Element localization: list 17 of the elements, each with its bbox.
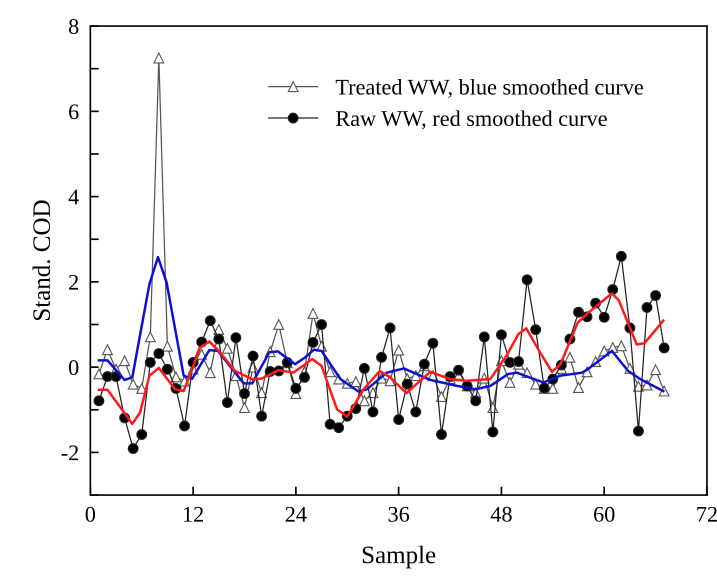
x-tick-label: 24 <box>286 506 307 522</box>
y-tick-label: 0 <box>68 360 78 376</box>
y-tick-label: 2 <box>69 274 78 290</box>
x-tick-label: 72 <box>697 506 717 522</box>
x-tick-label: 36 <box>388 506 410 522</box>
x-tick-label: 60 <box>594 506 614 522</box>
y-axis-title: Stand. COD <box>32 200 50 320</box>
legend-label: Raw WW, red smoothed curve <box>336 110 607 130</box>
y-tick-label: 4 <box>68 190 79 204</box>
x-tick-label: 48 <box>490 506 512 522</box>
x-tick-label: 0 <box>86 506 96 522</box>
legend-label: Treated WW, blue smoothed curve <box>336 79 644 98</box>
x-axis-title: Sample <box>362 546 436 568</box>
y-tick-label: 8 <box>68 18 78 34</box>
y-tick-label: 6 <box>69 104 79 120</box>
x-tick-label: 12 <box>184 506 203 522</box>
y-tick-label: -2 <box>62 445 78 460</box>
